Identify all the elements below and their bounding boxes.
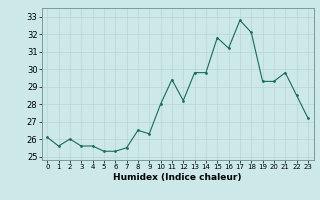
X-axis label: Humidex (Indice chaleur): Humidex (Indice chaleur) (113, 173, 242, 182)
